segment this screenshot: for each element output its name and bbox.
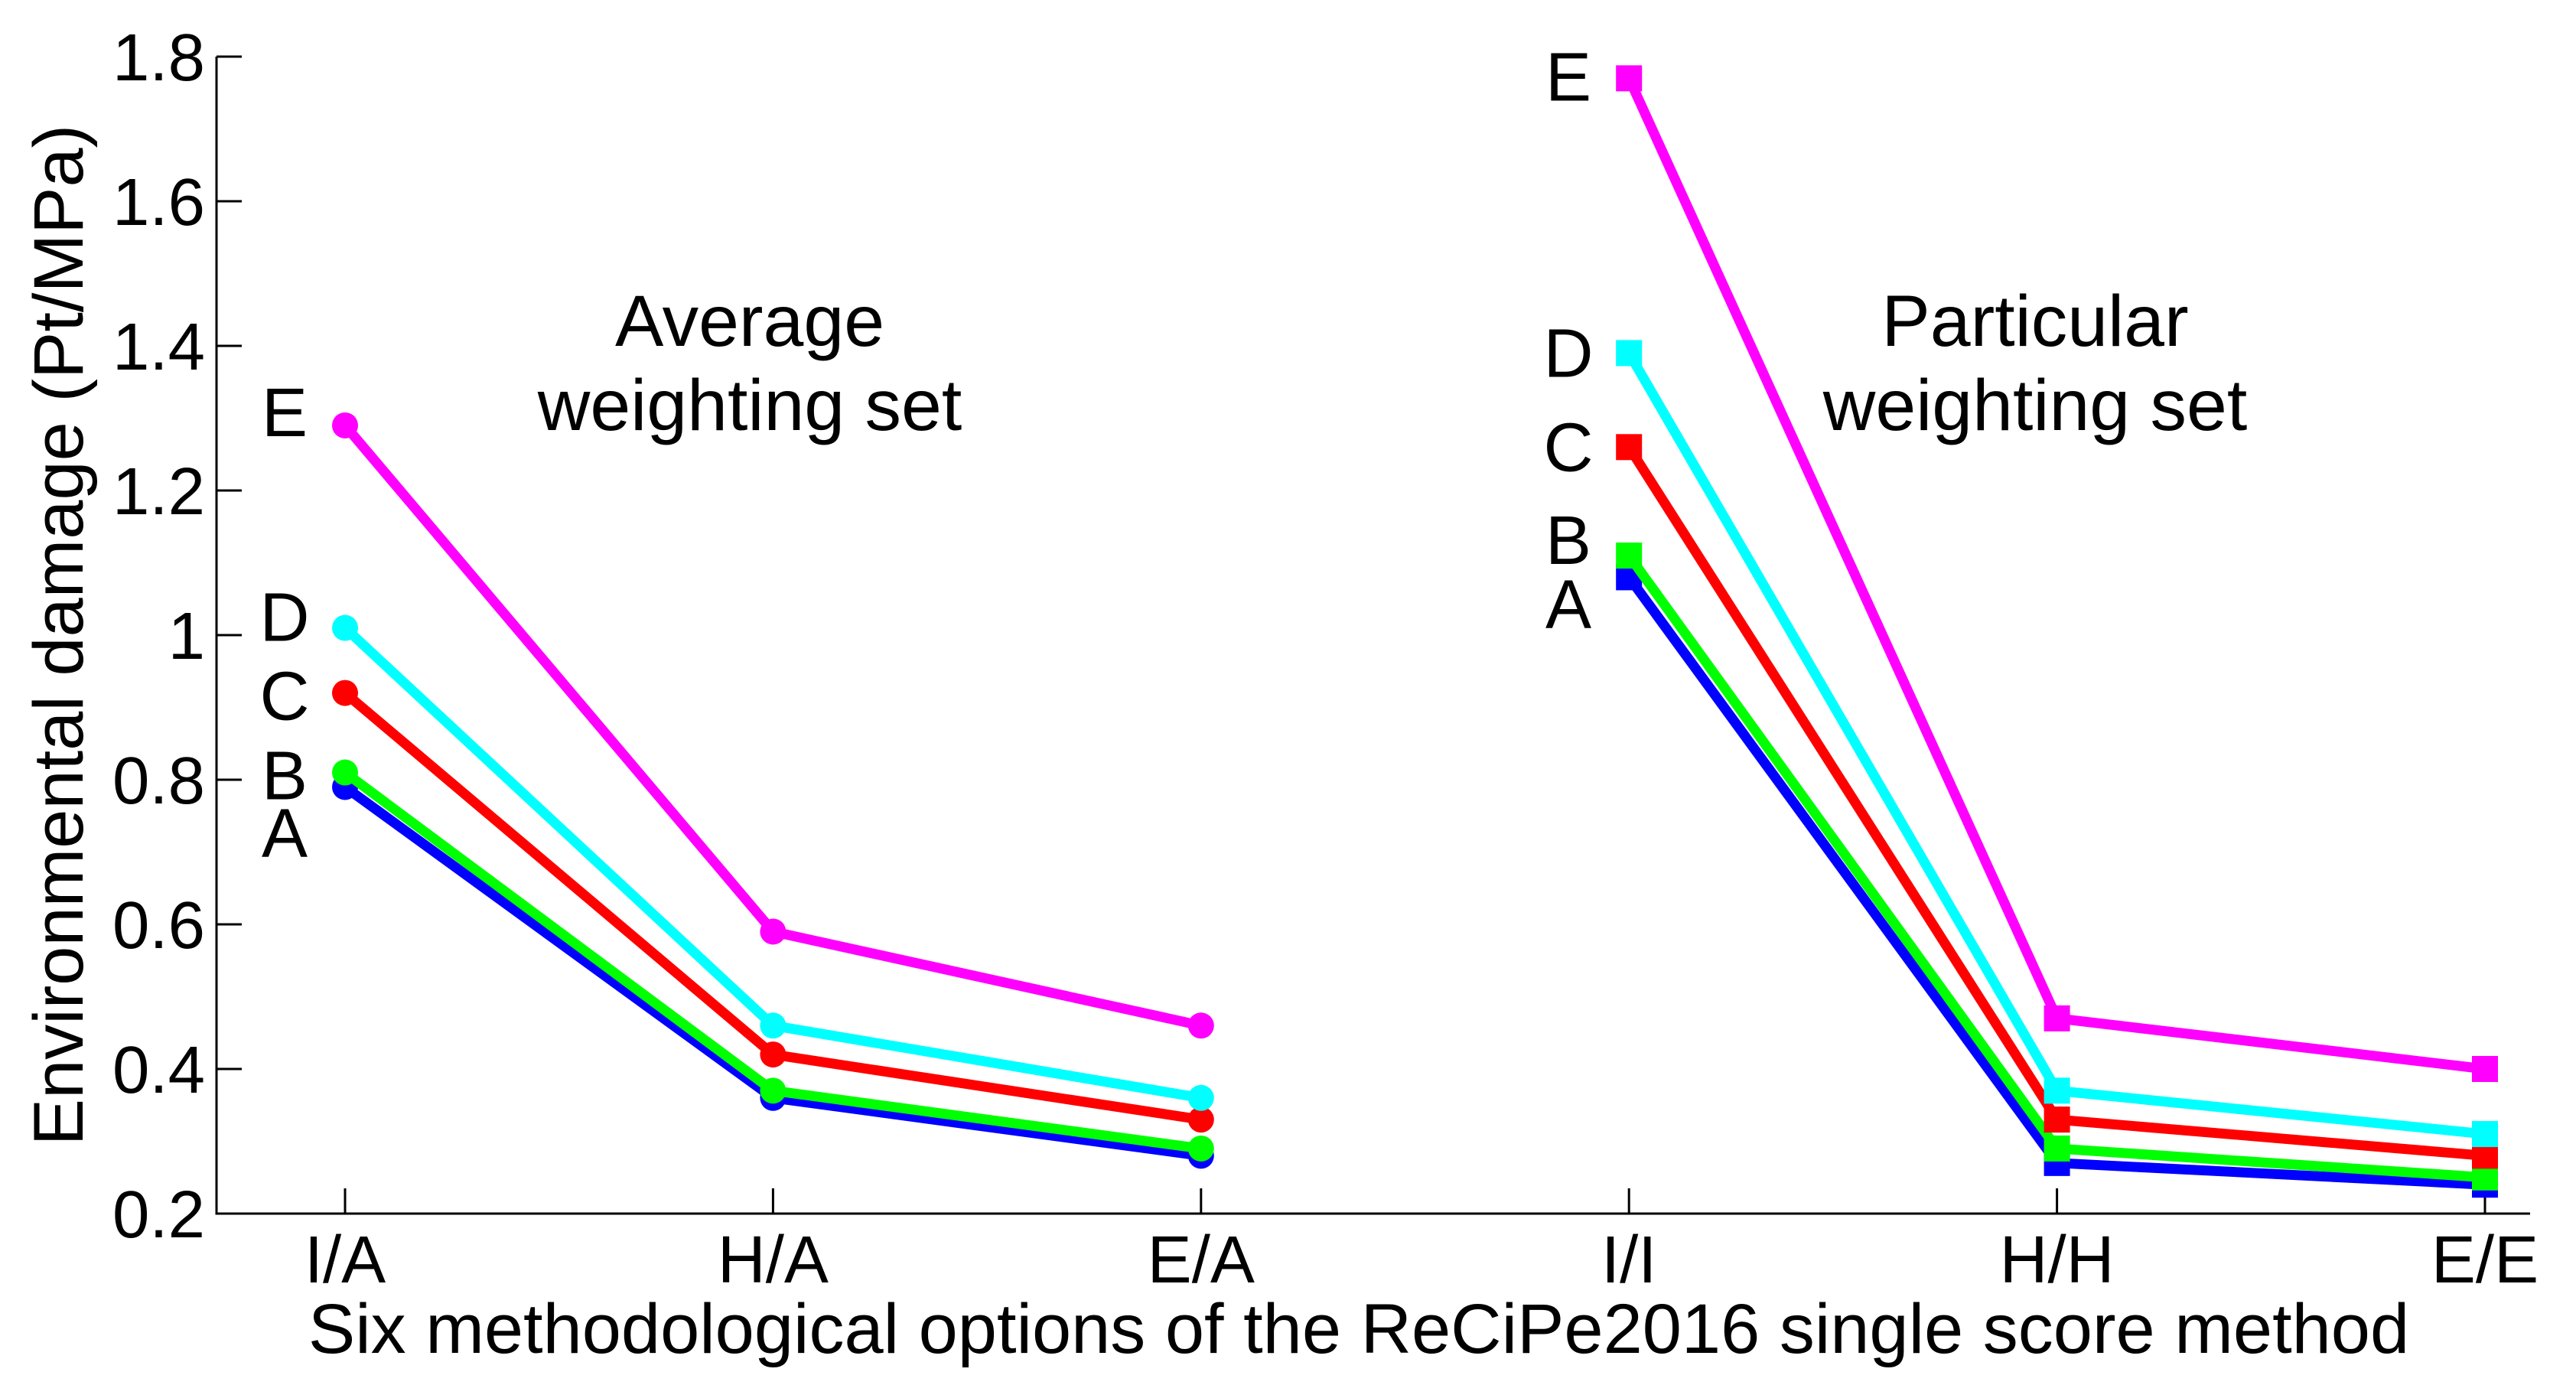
series-label-B-average: B — [262, 738, 308, 815]
marker-circle-E-I/A — [332, 412, 358, 438]
series-label-B-particular: B — [1545, 503, 1591, 579]
y-tick-label: 0.4 — [112, 1033, 205, 1107]
group-title-particular-line1: Particular — [1881, 281, 2188, 362]
y-tick-label: 1.8 — [112, 21, 205, 95]
series-label-D-particular: D — [1544, 315, 1594, 392]
marker-square-C-H/H — [2044, 1106, 2070, 1133]
marker-square-D-I/I — [1616, 340, 1643, 367]
marker-circle-D-E/A — [1187, 1084, 1214, 1111]
y-tick-label: 1.2 — [112, 455, 205, 529]
y-tick-label: 0.6 — [112, 888, 205, 963]
marker-square-D-E/E — [2472, 1121, 2498, 1148]
x-tick-label: H/H — [2000, 1223, 2115, 1297]
x-tick-label: E/A — [1148, 1223, 1255, 1297]
x-tick-label: E/E — [2431, 1223, 2539, 1297]
marker-circle-E-E/A — [1187, 1012, 1214, 1039]
x-axis-title: Six methodological options of the ReCiPe… — [308, 1290, 2409, 1368]
y-tick-label: 0.2 — [112, 1178, 205, 1252]
series-label-C-particular: C — [1544, 409, 1594, 486]
marker-circle-E-H/A — [760, 918, 786, 945]
marker-circle-D-H/A — [760, 1012, 786, 1039]
y-tick-label: 1.6 — [112, 165, 205, 240]
series-label-A-average: A — [262, 795, 308, 872]
group-title-average-line2: weighting set — [537, 365, 962, 446]
y-tick-label: 1 — [168, 599, 205, 673]
x-tick-label: I/A — [304, 1223, 386, 1297]
series-label-A-particular: A — [1545, 566, 1591, 643]
marker-square-E-E/E — [2472, 1056, 2498, 1082]
marker-circle-C-E/A — [1187, 1106, 1214, 1133]
x-tick-label: H/A — [718, 1223, 829, 1297]
marker-square-E-I/I — [1616, 65, 1643, 92]
marker-circle-D-I/A — [332, 614, 358, 641]
axes: 0.2 0.4 0.6 0.8 1 1.2 1.4 1.6 1.8 I/A H/A E/A I/I H/H… — [112, 21, 2539, 1297]
marker-square-E-H/H — [2044, 1005, 2070, 1031]
y-tick-label: 0.8 — [112, 744, 205, 818]
marker-circle-B-H/A — [760, 1077, 786, 1104]
marker-square-D-H/H — [2044, 1077, 2070, 1104]
y-axis-title: Environmental damage (Pt/MPa) — [20, 125, 98, 1146]
marker-square-B-E/E — [2472, 1164, 2498, 1191]
marker-square-C-I/I — [1616, 434, 1643, 461]
series-label-D-average: D — [260, 580, 310, 657]
marker-circle-C-H/A — [760, 1041, 786, 1068]
data-series — [332, 65, 2498, 1198]
marker-circle-C-I/A — [332, 679, 358, 706]
y-tick-label: 1.4 — [112, 310, 205, 384]
series-label-C-average: C — [260, 659, 310, 735]
marker-circle-B-E/A — [1187, 1135, 1214, 1162]
axis-frame — [215, 57, 2530, 1215]
marker-square-C-E/E — [2472, 1142, 2498, 1169]
marker-square-B-H/H — [2044, 1135, 2070, 1162]
group-title-average-line1: Average — [615, 281, 884, 362]
series-label-E-particular: E — [1545, 39, 1591, 116]
marker-circle-B-I/A — [332, 759, 358, 786]
x-tick-label: I/I — [1601, 1223, 1657, 1297]
group-title-particular-line2: weighting set — [1822, 365, 2248, 446]
marker-square-B-I/I — [1616, 543, 1643, 569]
series-label-E-average: E — [262, 375, 308, 451]
